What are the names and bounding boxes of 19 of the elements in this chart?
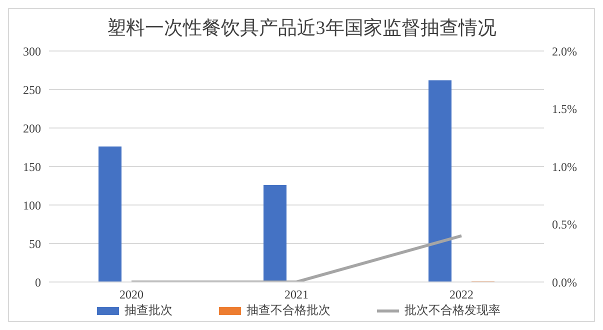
y-tick-label: 200 xyxy=(23,121,41,136)
legend-label: 批次不合格发现率 xyxy=(404,302,500,319)
y-tick-label: 50 xyxy=(29,236,41,251)
y-tick-label: 150 xyxy=(23,160,41,174)
y-tick-label: 250 xyxy=(23,82,41,97)
y2-tick-label: 2.0% xyxy=(552,44,577,58)
x-tick-label: 2022 xyxy=(450,288,474,302)
y-tick-label: 100 xyxy=(23,198,41,212)
y-tick-label: 0 xyxy=(35,275,41,290)
legend-label: 抽查不合格批次 xyxy=(246,302,330,319)
legend-label: 抽查批次 xyxy=(124,302,172,319)
y2-tick-label: 0.5% xyxy=(552,218,577,232)
y2-tick-label: 1.5% xyxy=(552,102,577,116)
x-tick-label: 2021 xyxy=(284,288,308,302)
x-tick-label: 2020 xyxy=(120,288,144,302)
y-tick-label: 300 xyxy=(23,44,41,58)
chart-title: 塑料一次性餐饮具产品近3年国家监督抽查情况 xyxy=(106,16,498,41)
y2-tick-label: 1.0% xyxy=(552,160,577,174)
y2-tick-label: 0.0% xyxy=(552,275,577,290)
